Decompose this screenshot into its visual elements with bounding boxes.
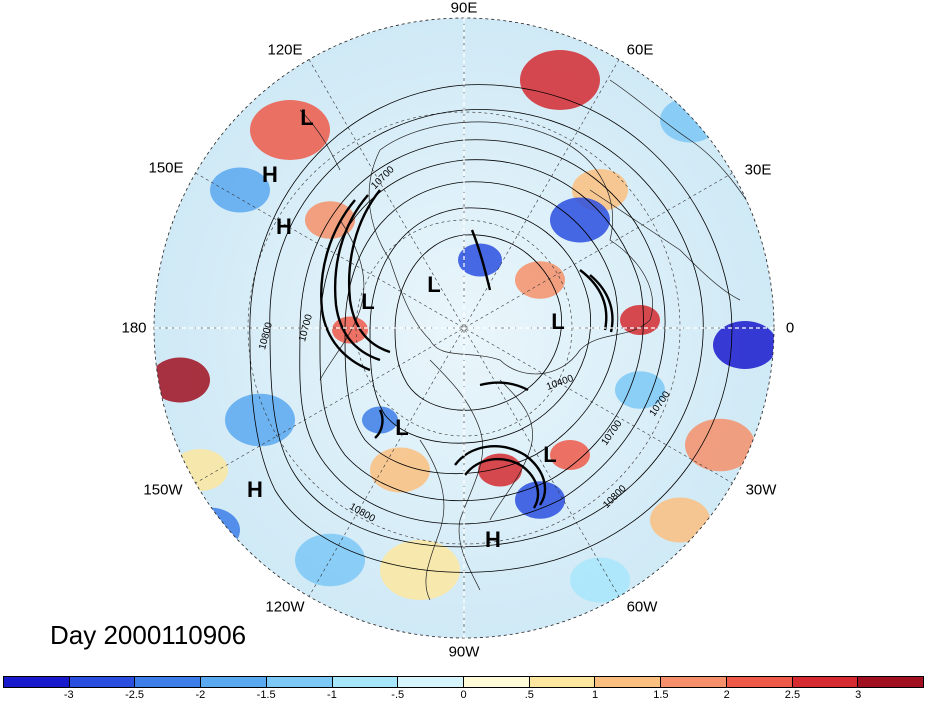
anomaly-patch (362, 406, 398, 434)
positive-anomaly-regions (154, 50, 755, 600)
anomaly-patch (685, 418, 755, 472)
height-contours (249, 84, 733, 573)
lon-label-180: 180 (121, 319, 147, 337)
colorbar-tick-label: -1.5 (256, 689, 276, 701)
colorbar-tick-label: 0 (460, 689, 467, 701)
colorbar-bin (464, 677, 530, 687)
anomaly-patch (550, 440, 590, 470)
lon-label-150w: 150W (143, 481, 183, 499)
low-pressure-center: L (361, 289, 375, 314)
anomaly-patch (458, 243, 502, 277)
colorbar-bin (332, 677, 399, 687)
colorbar-bin (69, 677, 136, 687)
colorbar-tick-label: 3 (855, 689, 862, 701)
colorbar-tick-label: 2.5 (784, 689, 801, 701)
colorbar-tick-label: -2 (195, 689, 206, 701)
lon-label-60e: 60E (626, 41, 654, 59)
lon-label-120w: 120W (265, 598, 305, 616)
meridian-line (195, 172, 733, 484)
anomaly-patch (250, 100, 330, 160)
anomaly-patch (380, 540, 460, 600)
lon-label-60w: 60W (626, 598, 658, 616)
colorbar-bin (595, 677, 662, 687)
colorbar-tick-label: .5 (524, 689, 534, 701)
colorbar-tick-label: -3 (63, 689, 74, 701)
colorbar-tick-label: 2 (723, 689, 730, 701)
colorbar-bin (529, 677, 596, 687)
high-pressure-center: H (485, 527, 501, 552)
colorbar-bin (4, 677, 70, 687)
anomaly-patch (650, 497, 710, 543)
low-pressure-center: L (543, 442, 557, 467)
anomaly-patch (515, 261, 565, 299)
colorbar-bin (726, 677, 793, 687)
colorbar-tick-label: 1 (592, 689, 599, 701)
low-pressure-center: L (427, 272, 441, 297)
lon-label-90e: 90E (450, 0, 478, 17)
lon-label-30e: 30E (744, 161, 772, 179)
colorbar-tick-label: 1.5 (653, 689, 669, 701)
colorbar-bin (792, 677, 859, 687)
coastlines (299, 79, 761, 601)
lon-label-150e: 150E (148, 159, 184, 177)
colorbar-bin (201, 677, 267, 687)
low-pressure-center: L (300, 105, 314, 130)
colorbar-tick-label: -.5 (391, 689, 405, 701)
anomaly-patch (660, 97, 720, 143)
anomaly-patch (550, 197, 610, 243)
lon-label-0: 0 (785, 319, 795, 337)
anomaly-patch (615, 371, 665, 409)
meridian-line (195, 172, 733, 484)
anomaly-patch (620, 305, 660, 335)
anomaly-patch (305, 201, 355, 239)
anomaly-patch (210, 167, 270, 213)
meridian-line (308, 59, 620, 597)
anomaly-patch (154, 357, 210, 403)
low-pressure-center: L (551, 309, 565, 334)
high-pressure-center: H (247, 477, 263, 502)
anomaly-patch (515, 481, 565, 519)
anomaly-patch (520, 50, 600, 110)
lon-label-90w: 90W (448, 643, 480, 661)
anomaly-patch (570, 557, 630, 603)
colorbar-bin (661, 677, 727, 687)
anomaly-patch (180, 507, 240, 553)
colorbar-tick-label: -1 (327, 689, 337, 701)
lon-label-120e: 120E (267, 41, 303, 59)
anomaly-patch (370, 447, 430, 493)
meridian-line (308, 59, 620, 597)
high-pressure-center: H (276, 214, 292, 239)
low-pressure-center: L (395, 415, 409, 440)
high-pressure-center: H (262, 162, 278, 187)
colorbar-bin (266, 677, 333, 687)
colorbar-tick-label: -2.5 (125, 689, 145, 701)
anomaly-patch (713, 321, 774, 369)
lon-label-30w: 30W (745, 481, 777, 499)
colorbar-bin (135, 677, 202, 687)
colorbar-bin (858, 677, 924, 687)
date-title: Day 2000110906 (50, 620, 247, 650)
colorbar (3, 676, 924, 688)
anomaly-patch (225, 393, 295, 447)
negative-anomaly-regions (180, 97, 774, 603)
colorbar-bin (398, 677, 465, 687)
